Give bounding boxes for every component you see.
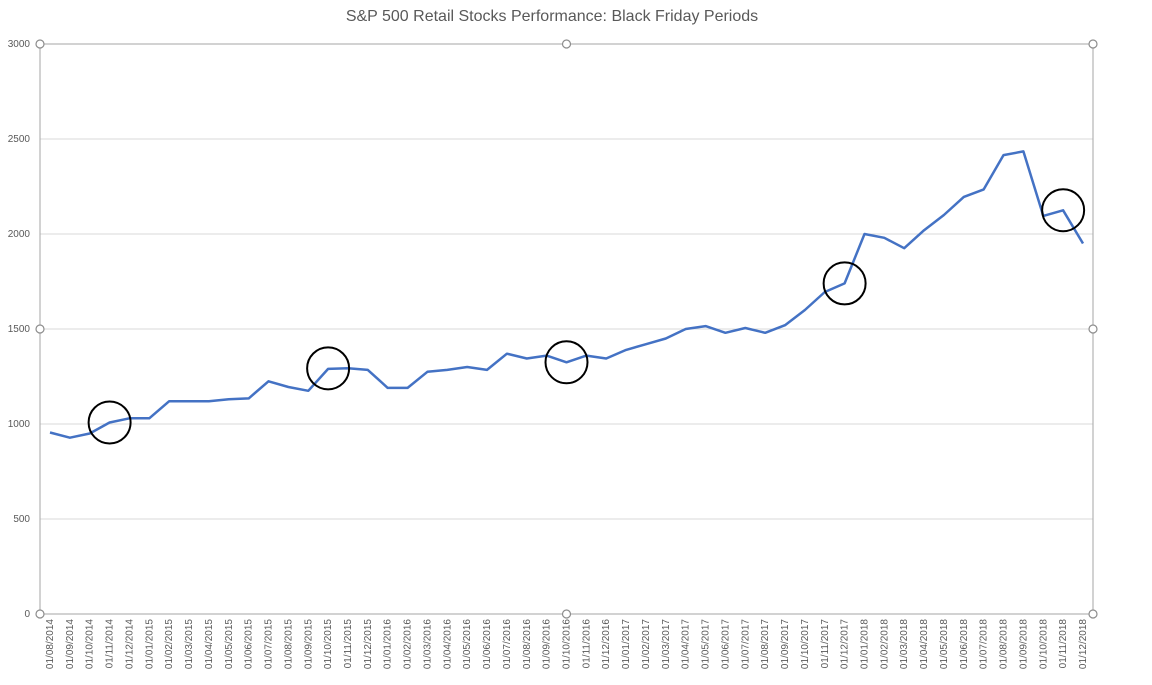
y-tick-label: 3000	[8, 39, 31, 50]
y-tick-label: 1000	[8, 419, 31, 430]
x-tick-label: 01/04/2017	[681, 619, 692, 669]
selection-handle[interactable]	[561, 39, 572, 49]
x-tick-label: 01/06/2016	[482, 619, 493, 669]
x-tick-label: 01/10/2017	[800, 619, 811, 669]
black-friday-highlight-circle	[544, 340, 589, 385]
x-tick-label: 01/01/2017	[621, 619, 632, 669]
x-tick-label: 01/10/2014	[85, 619, 96, 669]
x-tick-label: 01/04/2018	[919, 619, 930, 669]
x-tick-label: 01/06/2017	[720, 619, 731, 669]
black-friday-highlight-circle	[1041, 188, 1086, 233]
x-tick-label: 01/08/2018	[999, 619, 1010, 669]
x-tick-label: 01/04/2016	[442, 619, 453, 669]
x-tick-label: 01/10/2016	[562, 619, 573, 669]
x-tick-label: 01/10/2015	[323, 619, 334, 669]
selection-handle[interactable]	[1088, 324, 1098, 334]
x-tick-label: 01/11/2017	[820, 619, 831, 669]
y-tick-label: 2500	[8, 134, 31, 145]
x-tick-label: 01/03/2015	[184, 619, 195, 669]
y-tick-label: 1500	[8, 324, 31, 335]
series-line	[49, 150, 1085, 439]
x-tick-label: 01/11/2015	[343, 619, 354, 669]
x-tick-label: 01/02/2017	[641, 619, 652, 669]
chart-title: S&P 500 Retail Stocks Performance: Black…	[345, 8, 759, 25]
x-tick-label: 01/01/2016	[383, 619, 394, 669]
x-tick-label: 01/05/2015	[224, 619, 235, 669]
x-tick-label: 01/08/2014	[45, 619, 56, 669]
selection-handle[interactable]	[561, 609, 572, 619]
selection-handle[interactable]	[1088, 39, 1098, 49]
x-tick-label: 01/02/2016	[403, 619, 414, 669]
x-tick-label: 01/08/2015	[283, 619, 294, 669]
x-tick-label: 01/08/2016	[522, 619, 533, 669]
black-friday-highlight-circle	[822, 261, 867, 306]
y-tick-label: 0	[24, 609, 30, 620]
x-tick-label: 01/06/2018	[959, 619, 970, 669]
x-tick-label: 01/04/2015	[204, 619, 215, 669]
x-tick-label: 01/12/2014	[124, 619, 135, 669]
x-tick-label: 01/03/2018	[899, 619, 910, 669]
x-tick-label: 01/09/2015	[303, 619, 314, 669]
x-tick-label: 01/05/2016	[462, 619, 473, 669]
x-tick-label: 01/05/2017	[701, 619, 712, 669]
x-tick-label: 01/07/2017	[740, 619, 751, 669]
selection-handle[interactable]	[35, 324, 45, 334]
x-tick-label: 01/05/2018	[939, 619, 950, 669]
selection-handle[interactable]	[35, 39, 45, 49]
black-friday-highlight-circle	[306, 346, 351, 391]
y-tick-label: 500	[13, 514, 30, 525]
x-tick-label: 01/09/2016	[542, 619, 553, 669]
x-tick-label: 01/12/2018	[1078, 619, 1089, 669]
x-tick-label: 01/03/2016	[422, 619, 433, 669]
selection-handle[interactable]	[35, 609, 45, 619]
x-tick-label: 01/01/2018	[859, 619, 870, 669]
x-tick-label: 01/03/2017	[661, 619, 672, 669]
x-tick-label: 01/09/2018	[1018, 619, 1029, 669]
x-tick-label: 01/10/2018	[1038, 619, 1049, 669]
black-friday-highlight-circle	[87, 400, 132, 445]
selection-handle[interactable]	[1088, 609, 1098, 619]
x-tick-label: 01/12/2016	[601, 619, 612, 669]
x-tick-label: 01/09/2017	[780, 619, 791, 669]
x-tick-label: 01/11/2018	[1058, 619, 1069, 669]
x-tick-label: 01/12/2015	[363, 619, 374, 669]
x-tick-label: 01/06/2015	[244, 619, 255, 669]
x-tick-label: 01/07/2018	[979, 619, 990, 669]
x-tick-label: 01/11/2014	[105, 619, 116, 669]
x-tick-label: 01/01/2015	[144, 619, 155, 669]
x-tick-label: 01/02/2015	[164, 619, 175, 669]
x-tick-label: 01/02/2018	[879, 619, 890, 669]
x-tick-label: 01/07/2015	[264, 619, 275, 669]
x-tick-label: 01/09/2014	[65, 619, 76, 669]
x-tick-label: 01/11/2016	[581, 619, 592, 669]
x-tick-label: 01/08/2017	[760, 619, 771, 669]
x-tick-label: 01/07/2016	[502, 619, 513, 669]
y-tick-label: 2000	[8, 229, 31, 240]
x-tick-label: 01/12/2017	[840, 619, 851, 669]
